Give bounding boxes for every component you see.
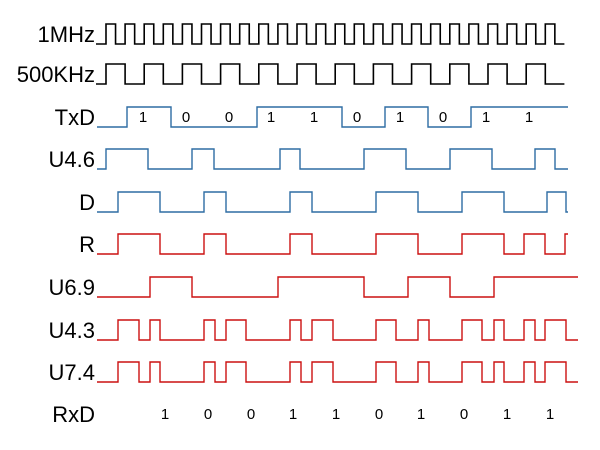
rxd-bit-7: 0 bbox=[460, 406, 468, 423]
txd-bit-6: 1 bbox=[396, 109, 404, 126]
txd-bit-2: 0 bbox=[225, 109, 233, 126]
txd-bit-1: 0 bbox=[182, 109, 190, 126]
signal-label-u43: U4.3 bbox=[49, 318, 95, 343]
signal-label-d: D bbox=[79, 190, 95, 215]
waveform-d bbox=[97, 191, 568, 213]
signal-label-clk1m: 1MHz bbox=[38, 22, 95, 47]
txd-bit-3: 1 bbox=[267, 109, 275, 126]
signal-label-r: R bbox=[79, 232, 95, 257]
signal-label-u46: U4.6 bbox=[49, 147, 95, 172]
signal-label-rxd: RxD bbox=[52, 402, 95, 427]
rxd-bit-8: 1 bbox=[503, 406, 511, 423]
txd-bit-4: 1 bbox=[310, 109, 318, 126]
waveform-clk500k bbox=[96, 63, 565, 85]
rxd-bit-5: 0 bbox=[375, 406, 383, 423]
waveform-u74 bbox=[97, 361, 578, 383]
rxd-bit-3: 1 bbox=[289, 406, 297, 423]
txd-bit-7: 0 bbox=[439, 109, 447, 126]
waveform-r bbox=[97, 233, 568, 255]
rxd-bit-4: 1 bbox=[332, 406, 340, 423]
txd-bit-0: 1 bbox=[139, 109, 147, 126]
waveform-u43 bbox=[97, 319, 578, 341]
rxd-bit-1: 0 bbox=[204, 406, 212, 423]
txd-bit-5: 0 bbox=[353, 109, 361, 126]
signal-label-u74: U7.4 bbox=[49, 360, 95, 385]
rxd-bit-0: 1 bbox=[161, 406, 169, 423]
waveform-clk1m bbox=[96, 23, 565, 45]
rxd-bit-6: 1 bbox=[417, 406, 425, 423]
txd-bit-8: 1 bbox=[482, 109, 490, 126]
waveform-u46 bbox=[97, 148, 568, 170]
rxd-bit-2: 0 bbox=[247, 406, 255, 423]
txd-bit-9: 1 bbox=[525, 109, 533, 126]
signal-label-txd: TxD bbox=[55, 105, 95, 130]
waveform-u69 bbox=[97, 276, 578, 298]
signal-label-clk500k: 500KHz bbox=[17, 62, 95, 87]
rxd-bit-9: 1 bbox=[546, 406, 554, 423]
waveform-txd bbox=[97, 106, 568, 128]
signal-label-u69: U6.9 bbox=[49, 275, 95, 300]
